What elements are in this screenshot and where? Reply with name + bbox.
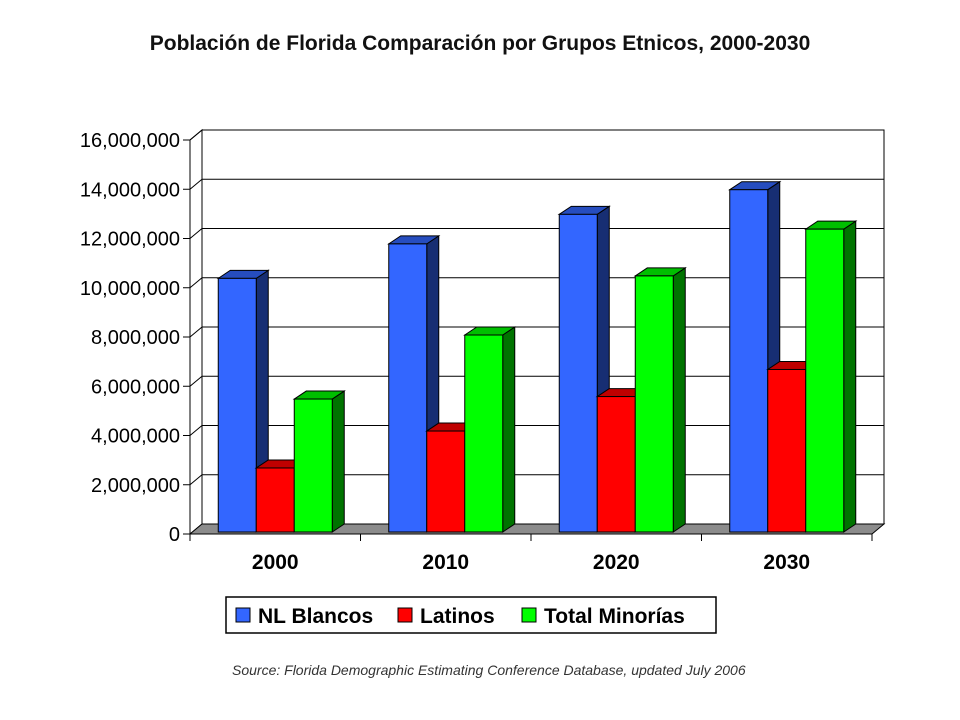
y-tick-label: 8,000,000 <box>91 327 180 349</box>
bar <box>292 390 346 533</box>
bar-front <box>805 228 845 533</box>
gridline-side <box>189 277 203 289</box>
bar-side <box>672 266 686 533</box>
bar <box>463 326 517 533</box>
source-note: Source: Florida Demographic Estimating C… <box>232 662 746 678</box>
bar-front <box>729 189 769 533</box>
gridline-side <box>189 474 203 486</box>
x-axis-labels: 2000 2010 2020 2030 <box>189 533 873 574</box>
bar-front <box>388 243 428 533</box>
bar-front <box>767 368 807 533</box>
x-tick-label: 2010 <box>422 551 469 574</box>
y-axis-ticks: 0 2,000,000 4,000,000 6,000,000 8,000,000 10,… <box>80 130 190 546</box>
legend-item: Latinos <box>397 605 495 628</box>
bar-side <box>331 390 345 533</box>
bar-front <box>464 334 504 533</box>
gridline-side <box>189 326 203 338</box>
x-tick-label: 2020 <box>593 551 640 574</box>
legend-item: NL Blancos <box>235 605 373 628</box>
chart-title: Población de Florida Comparación por Gru… <box>149 32 811 55</box>
x-tick-label: 2000 <box>252 551 299 574</box>
bar-front <box>293 398 333 533</box>
gridline-side <box>189 129 203 141</box>
legend-swatch <box>521 607 537 623</box>
legend-box <box>225 596 717 634</box>
gridline-side <box>189 178 203 190</box>
y-tick-label: 14,000,000 <box>80 179 180 201</box>
bar-side <box>502 326 516 533</box>
legend-label: Latinos <box>420 605 495 628</box>
bar-front <box>558 213 598 533</box>
bars <box>216 180 858 533</box>
bar-front <box>255 467 295 533</box>
gridline-side <box>189 375 203 387</box>
x-tick-label: 2030 <box>763 551 810 574</box>
y-tick-label: 12,000,000 <box>80 229 180 251</box>
legend-item: Total Minorías <box>521 605 685 628</box>
bar-front <box>634 275 674 533</box>
legend-swatch <box>397 607 413 623</box>
legend-label: Total Minorías <box>544 605 685 628</box>
bar-front <box>596 396 636 533</box>
y-tick-label: 2,000,000 <box>91 475 180 497</box>
legend: NL Blancos Latinos Total Minorías <box>225 596 717 634</box>
gridline-side <box>189 425 203 436</box>
y-tick-label: 6,000,000 <box>91 376 180 398</box>
bar-front <box>217 277 257 533</box>
gridline-side <box>189 228 203 239</box>
y-tick-label: 0 <box>169 524 180 546</box>
legend-swatch <box>235 607 251 623</box>
y-tick-label: 16,000,000 <box>80 130 180 152</box>
bar-front <box>426 430 466 533</box>
y-tick-label: 10,000,000 <box>80 278 180 300</box>
legend-label: NL Blancos <box>258 605 373 628</box>
bar-side <box>843 220 857 533</box>
bar <box>633 266 687 533</box>
y-tick-label: 4,000,000 <box>91 426 180 448</box>
bar <box>804 220 858 533</box>
